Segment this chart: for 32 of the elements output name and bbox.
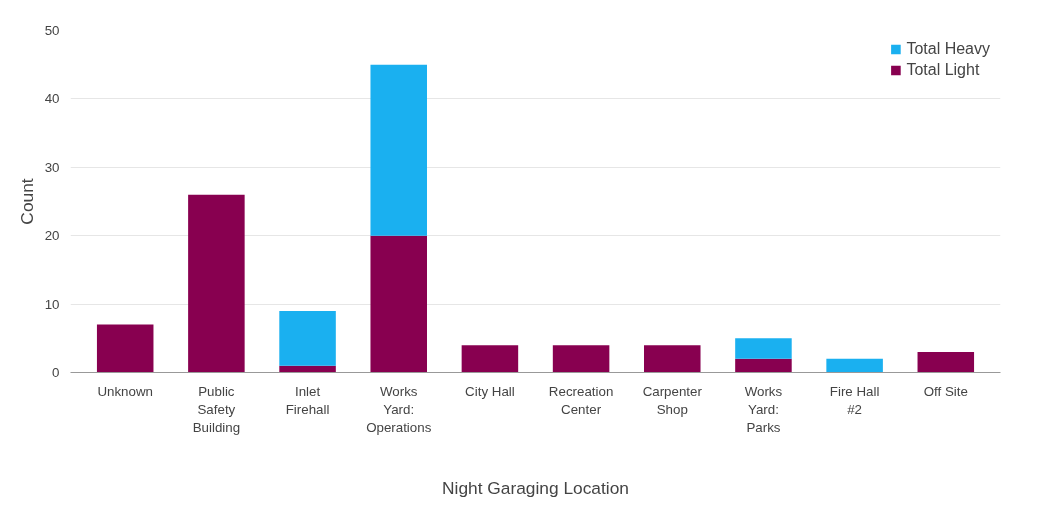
bar [370, 235, 427, 373]
y-tick-label: 0 [52, 365, 60, 380]
x-tick-label: Public Safety Building [192, 383, 241, 435]
legend-label: Total Heavy [906, 40, 990, 58]
bar [826, 358, 883, 373]
bar [96, 324, 154, 373]
bar [735, 358, 792, 373]
y-tick-label: 20 [44, 228, 60, 244]
x-tick-label: Works Yard: Parks [744, 383, 783, 435]
x-axis-title: Night Garaging Location [442, 477, 629, 498]
bar [917, 351, 975, 373]
x-tick-label: Inlet Firehall [285, 383, 330, 417]
bar [188, 194, 245, 373]
bar [644, 345, 701, 373]
bar [279, 310, 336, 366]
x-tick-label: Off Site [923, 383, 968, 399]
y-tick-label: 50 [44, 23, 60, 38]
x-tick-label: Unknown [97, 383, 153, 399]
y-tick-label: 30 [44, 159, 60, 175]
x-tick-label: Recreation Center [548, 383, 614, 417]
bar [370, 64, 427, 236]
x-tick-label: Carpenter Shop [642, 383, 703, 417]
legend-label: Total Light [906, 61, 980, 79]
y-axis-title: Count [16, 178, 37, 225]
bar [735, 338, 792, 359]
bar [461, 345, 519, 373]
x-tick-label: Works Yard: Operations [366, 383, 432, 435]
y-tick-label: 40 [44, 91, 60, 107]
x-tick-label: City Hall [465, 383, 515, 399]
y-tick-label: 10 [44, 296, 60, 312]
x-tick-label: Fire Hall #2 [829, 383, 880, 417]
bar [552, 345, 610, 373]
